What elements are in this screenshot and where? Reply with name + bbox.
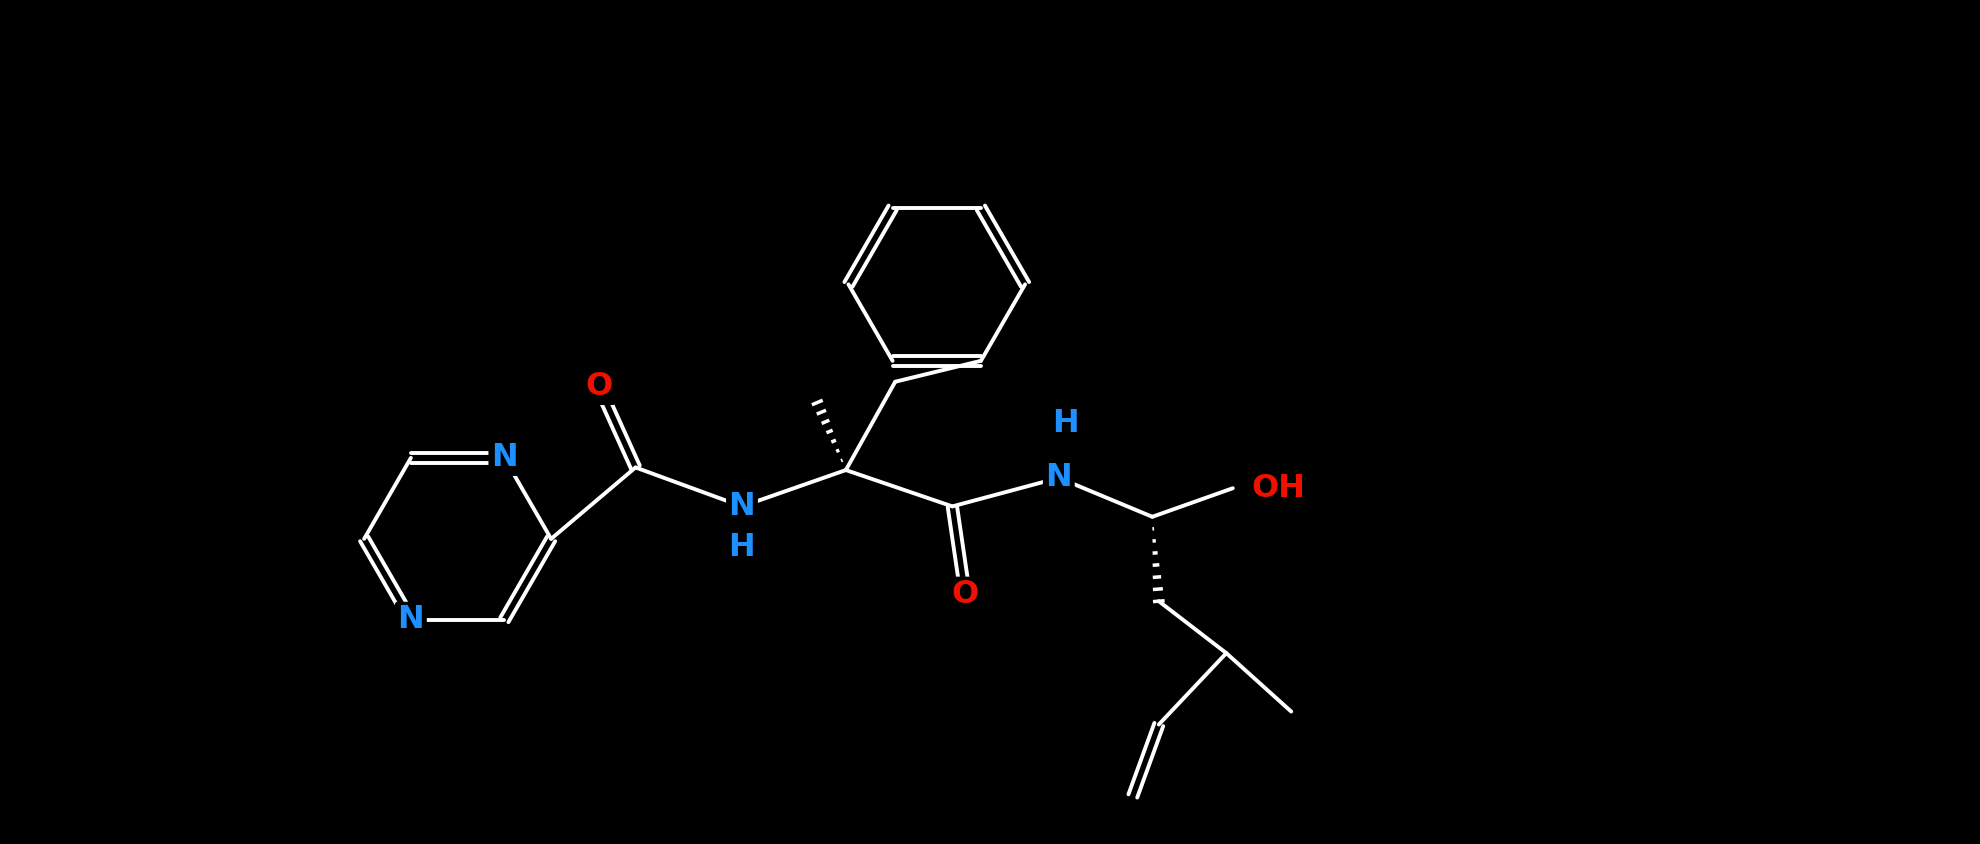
Text: H: H bbox=[729, 533, 754, 564]
Text: N: N bbox=[491, 442, 517, 473]
Text: H: H bbox=[1051, 408, 1079, 439]
Text: O: O bbox=[952, 579, 978, 610]
Text: N: N bbox=[729, 491, 754, 522]
Text: OH: OH bbox=[1251, 473, 1305, 504]
Text: N: N bbox=[398, 604, 424, 636]
Text: N: N bbox=[1045, 463, 1073, 494]
Text: O: O bbox=[586, 371, 612, 403]
